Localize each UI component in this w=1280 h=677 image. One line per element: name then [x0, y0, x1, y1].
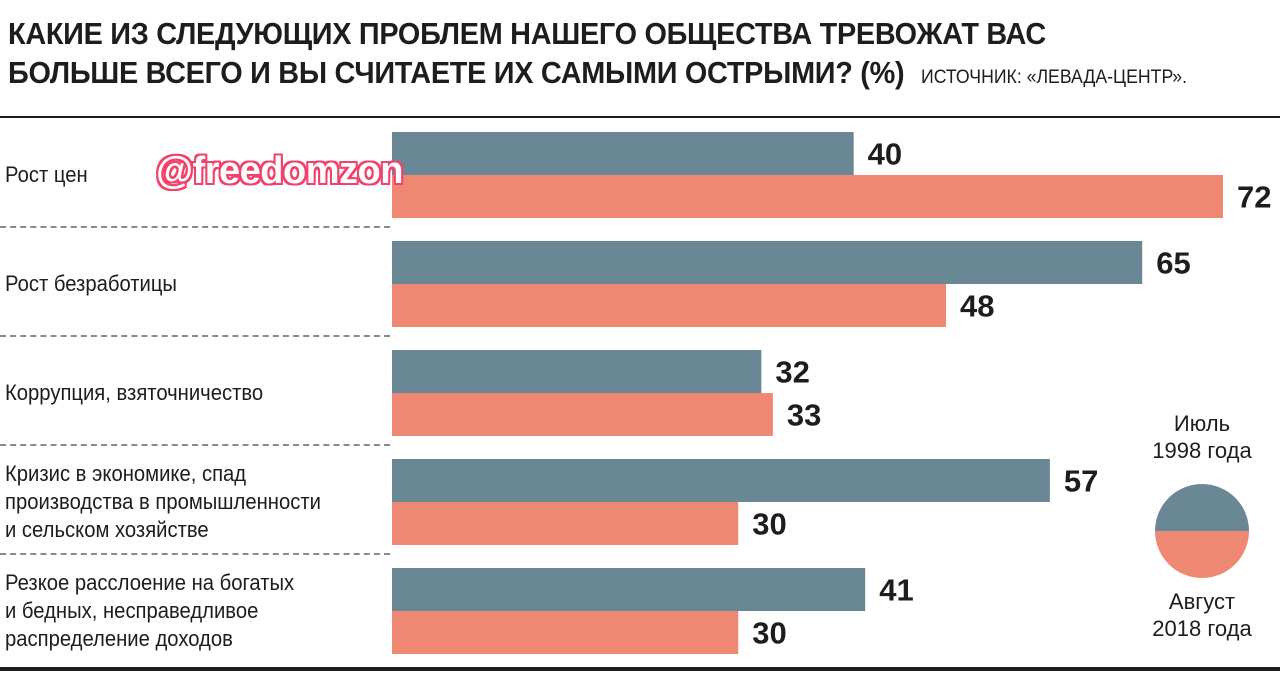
value-label-august-2018-4: 30 — [752, 507, 786, 542]
category-label-4-line-2: производства в промышленности — [5, 489, 321, 514]
bar-july-1998-3 — [392, 350, 762, 393]
bar-august-2018-3 — [392, 393, 773, 436]
source-note: ИСТОЧНИК: «ЛЕВАДА-ЦЕНТР». — [921, 67, 1188, 88]
value-label-august-2018-3: 33 — [787, 398, 821, 433]
legend-swatch-july-1998 — [1155, 484, 1249, 531]
top-rule — [0, 116, 1280, 118]
category-label-3: Коррупция, взяточничество — [5, 379, 355, 407]
category-label-2-line-1: Рост безработицы — [5, 271, 177, 296]
row-separator-4 — [0, 553, 390, 555]
category-label-2: Рост безработицы — [5, 270, 355, 298]
legend-label-july-1998: Июль 1998 года — [1122, 410, 1280, 464]
category-label-4-line-3: и сельском хозяйстве — [5, 517, 209, 542]
bar-august-2018-4 — [392, 502, 739, 545]
row-separator-2 — [0, 335, 390, 337]
value-label-august-2018-5: 30 — [752, 616, 786, 651]
category-label-5-line-3: распределение доходов — [5, 626, 233, 651]
title-line-1: КАКИЕ ИЗ СЛЕДУЮЩИХ ПРОБЛЕМ НАШЕГО ОБЩЕСТ… — [8, 16, 1046, 51]
category-label-5-line-2: и бедных, несправедливое — [5, 598, 259, 623]
watermark: @freedomzon — [156, 150, 403, 192]
legend-swatch-august-2018 — [1155, 531, 1249, 578]
category-label-1-line-1: Рост цен — [5, 162, 88, 187]
legend-label-august-line-2: 2018 года — [1152, 616, 1252, 641]
legend-label-august-line-1: Август — [1168, 589, 1236, 614]
category-label-3-line-1: Коррупция, взяточничество — [5, 380, 264, 405]
bar-august-2018-5 — [392, 611, 739, 654]
value-label-july-1998-2: 65 — [1156, 246, 1190, 281]
value-label-july-1998-3: 32 — [775, 355, 809, 390]
bar-july-1998-4 — [392, 459, 1050, 502]
category-label-4-line-1: Кризис в экономике, спад — [5, 461, 247, 486]
value-label-august-2018-2: 48 — [960, 289, 994, 324]
legend-label-august-2018: Август 2018 года — [1122, 588, 1280, 642]
title-line-2-text: БОЛЬШЕ ВСЕГО И ВЫ СЧИТАЕТЕ ИХ САМЫМИ ОСТ… — [8, 55, 905, 90]
title-line-2: БОЛЬШЕ ВСЕГО И ВЫ СЧИТАЕТЕ ИХ САМЫМИ ОСТ… — [8, 53, 1189, 97]
row-separator-1 — [0, 226, 390, 228]
bar-july-1998-2 — [392, 241, 1143, 284]
category-label-1: Рост цен — [5, 161, 355, 189]
value-label-july-1998-1: 40 — [868, 137, 902, 172]
bar-july-1998-5 — [392, 568, 866, 611]
category-label-5-line-1: Резкое расслоение на богатых — [5, 570, 295, 595]
chart-title: КАКИЕ ИЗ СЛЕДУЮЩИХ ПРОБЛЕМ НАШЕГО ОБЩЕСТ… — [8, 14, 1189, 97]
category-label-4: Кризис в экономике, спад производства в п… — [5, 460, 355, 544]
value-label-august-2018-1: 72 — [1237, 180, 1271, 215]
bar-august-2018-2 — [392, 284, 946, 327]
legend-label-july-line-1: Июль — [1173, 411, 1231, 436]
bar-july-1998-1 — [392, 132, 854, 175]
value-label-july-1998-4: 57 — [1064, 464, 1098, 499]
legend-label-july-line-2: 1998 года — [1152, 438, 1252, 463]
row-separator-3 — [0, 444, 390, 446]
bottom-rule — [0, 667, 1280, 671]
bar-august-2018-1 — [392, 175, 1223, 218]
value-label-july-1998-5: 41 — [879, 573, 913, 608]
category-label-5: Резкое расслоение на богатых и бедных, не… — [5, 569, 355, 653]
